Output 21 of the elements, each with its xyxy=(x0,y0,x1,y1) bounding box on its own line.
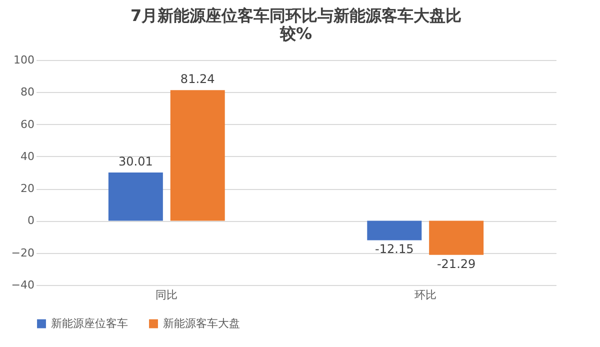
legend-label: 新能源座位客车 xyxy=(51,316,128,330)
y-tick-label: 0 xyxy=(28,214,34,228)
bar xyxy=(170,90,225,221)
data-label: 30.01 xyxy=(118,154,153,168)
data-label: 81.24 xyxy=(180,72,215,86)
x-tick-label: 环比 xyxy=(414,288,436,302)
bar xyxy=(429,220,484,255)
y-tick-label: 60 xyxy=(20,118,34,131)
data-label: -12.15 xyxy=(375,242,414,256)
bar xyxy=(367,220,422,240)
y-tick-label: 100 xyxy=(14,54,34,66)
y-tick-label: −20 xyxy=(11,246,34,260)
data-label: -21.29 xyxy=(436,256,476,271)
y-tick-label: 20 xyxy=(20,182,34,196)
chart-title: 7月新能源座位客车同环比与新能源客车大盘比较% xyxy=(130,6,462,43)
x-tick-label: 同比 xyxy=(156,288,178,302)
y-tick-label: −40 xyxy=(11,278,34,292)
legend-label: 新能源客车大盘 xyxy=(163,316,240,330)
bar xyxy=(108,172,163,221)
y-tick-label: 80 xyxy=(20,86,34,99)
y-tick-label: 40 xyxy=(20,150,34,163)
